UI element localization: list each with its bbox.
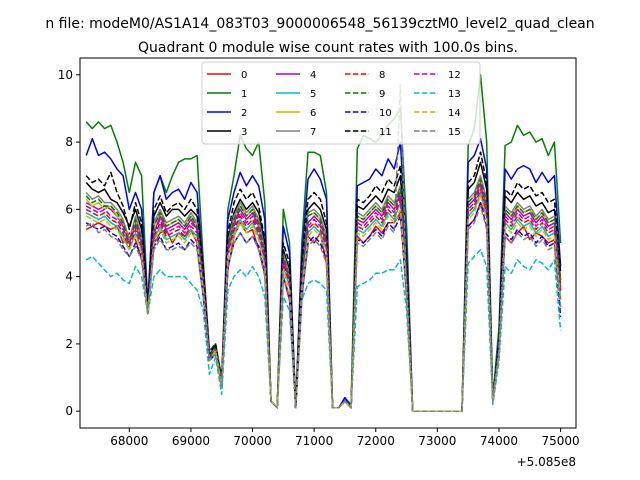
series-line-15 — [85, 84, 562, 412]
series-line-2 — [85, 137, 562, 412]
x-tick-label: 70000 — [233, 434, 271, 448]
x-tick-label: 69000 — [172, 434, 210, 448]
x-axis: 68000 69000 70000 71000 72000 73000 74000 75000 — [110, 428, 580, 448]
x-tick-label: 75000 — [542, 434, 580, 448]
legend-label-0: 0 — [241, 70, 247, 81]
series-line-7 — [85, 174, 562, 412]
legend-label-6: 6 — [310, 108, 316, 119]
legend-label-14: 14 — [448, 108, 461, 119]
y-tick-label: 2 — [65, 337, 73, 351]
y-tick-label: 10 — [58, 68, 73, 82]
figure-suptitle: n file: modeM0/AS1A14_083T03_9000006548_… — [45, 16, 594, 32]
y-tick-label: 8 — [65, 135, 73, 149]
y-tick-label: 6 — [65, 202, 73, 216]
x-tick-label: 73000 — [418, 434, 456, 448]
series-line-9 — [85, 178, 562, 412]
legend-label-7: 7 — [310, 127, 316, 138]
legend-label-1: 1 — [241, 89, 247, 100]
series-line-12 — [85, 185, 562, 412]
series-line-3 — [85, 161, 562, 412]
series-line-13 — [85, 248, 562, 412]
legend-box — [201, 61, 481, 145]
series-line-5 — [85, 191, 562, 412]
legend-label-12: 12 — [448, 70, 461, 81]
legend-label-2: 2 — [241, 108, 247, 119]
series-layer — [85, 74, 562, 412]
x-tick-label: 71000 — [295, 434, 333, 448]
x-tick-label: 72000 — [357, 434, 395, 448]
x-tick-label: 68000 — [110, 434, 148, 448]
y-tick-label: 0 — [65, 404, 73, 418]
x-offset-label: +5.085e8 — [517, 455, 576, 469]
legend-label-5: 5 — [310, 89, 316, 100]
series-line-11 — [85, 151, 562, 412]
series-line-14 — [85, 195, 562, 412]
y-axis: 0 2 4 6 8 10 — [58, 68, 80, 418]
plot-frame — [79, 57, 577, 429]
legend-label-3: 3 — [241, 127, 247, 138]
legend-label-13: 13 — [448, 89, 461, 100]
legend-label-10: 10 — [379, 108, 392, 119]
legend-label-9: 9 — [379, 89, 385, 100]
x-tick-label: 74000 — [480, 434, 518, 448]
chart-title: Quadrant 0 module wise count rates with … — [138, 40, 518, 56]
legend-label-4: 4 — [310, 70, 316, 81]
legend-label-8: 8 — [379, 70, 385, 81]
series-line-1 — [85, 74, 562, 412]
legend-label-15: 15 — [448, 127, 461, 138]
series-line-8 — [85, 188, 562, 412]
y-tick-label: 4 — [65, 270, 73, 284]
legend-label-11: 11 — [379, 127, 392, 138]
